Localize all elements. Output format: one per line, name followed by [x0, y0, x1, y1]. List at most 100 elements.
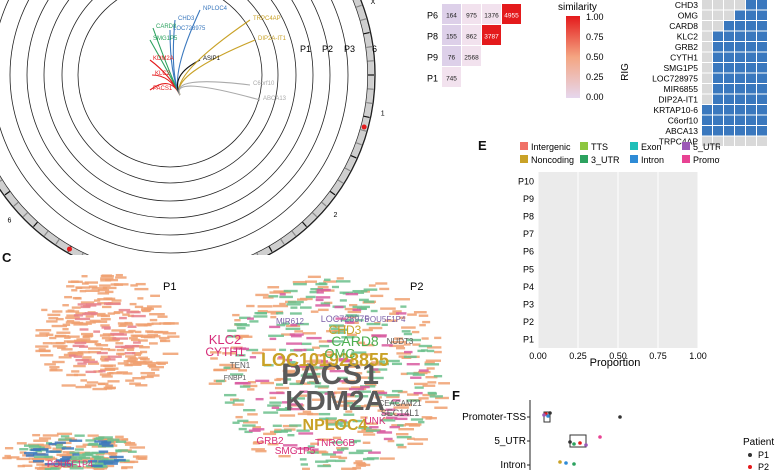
wordcloud-texture-word: [80, 305, 91, 309]
wordcloud-texture-word: [302, 410, 312, 413]
wordcloud-texture-word: [224, 401, 235, 404]
wordcloud-texture-word: [307, 365, 318, 369]
wordcloud-texture-word: [367, 370, 376, 374]
wordcloud-texture-word: [289, 397, 306, 400]
wordcloud-texture-word: [287, 434, 295, 437]
wordcloud-texture-word: [360, 353, 373, 356]
rig-cell: [713, 126, 723, 136]
wordcloud-texture-word: [51, 324, 68, 328]
wordcloud-texture-word: [278, 356, 285, 359]
rig-cell: [735, 63, 745, 73]
circos-ring: [0, 0, 376, 255]
wordcloud-texture-word: [247, 388, 255, 391]
wordcloud-texture-word: [98, 370, 106, 373]
wordcloud-texture-word: [320, 302, 330, 305]
wordcloud-texture-word: [143, 323, 152, 327]
wordcloud-texture-word: [358, 390, 372, 393]
wordcloud-texture-word: [48, 317, 59, 320]
wordcloud-texture-word: [119, 330, 134, 334]
wordcloud-texture-word: [71, 306, 81, 309]
wordcloud-texture-word: [226, 335, 236, 338]
wordcloud-texture-word: [109, 455, 124, 459]
wordcloud-texture-word: [355, 460, 363, 463]
wordcloud-texture-word: [315, 296, 331, 299]
wordcloud-texture-word: [345, 321, 355, 324]
chromosome-label: 2: [334, 212, 338, 219]
wordcloud-texture-word: [289, 333, 304, 336]
wordcloud-texture-word: [100, 274, 114, 278]
wordcloud-texture-word: [56, 331, 71, 334]
similarity-legend-tick: 0.25: [586, 72, 604, 82]
wordcloud-texture-word: [79, 289, 87, 293]
wordcloud-texture-word: [70, 461, 79, 464]
wordcloud-texture-word: [381, 323, 388, 327]
gene-label: ABCA13: [263, 96, 287, 102]
rig-cell: [713, 136, 723, 146]
wordcloud-texture-word: [85, 439, 96, 442]
wordcloud-texture-word: [88, 350, 102, 354]
wordcloud-texture-word: [283, 378, 292, 381]
wordcloud-texture-word: [222, 352, 238, 355]
wordcloud-texture-word: [281, 333, 296, 336]
wordcloud-texture-word: [429, 395, 443, 398]
wordcloud-texture-word: [379, 430, 386, 433]
wordcloud-texture-word: [279, 414, 296, 417]
wordcloud-texture-word: [45, 450, 61, 453]
wordcloud-texture-word: [383, 437, 393, 441]
wordcloud-texture-word: [100, 368, 116, 372]
rig-cell: [702, 10, 712, 20]
wordcloud-texture-word: [320, 360, 329, 363]
wordcloud-texture-word: [91, 464, 103, 468]
wordcloud-texture-word: [367, 376, 384, 380]
wordcloud-texture-word: [356, 341, 366, 345]
chromosome-band-tick: [360, 128, 367, 132]
y-tick-label: P7: [523, 229, 534, 239]
rig-cell: [746, 105, 756, 115]
legend-swatch: [630, 155, 638, 163]
heatmap-cell-value: 164: [446, 13, 457, 20]
wordcloud-texture-word: [331, 285, 340, 289]
wordcloud-texture-word: [255, 379, 270, 383]
wordcloud-texture-word: [274, 428, 282, 432]
wordcloud-texture-word: [75, 312, 86, 315]
wordcloud-texture-word: [116, 371, 128, 374]
wordcloud-texture-word: [97, 382, 106, 386]
wordcloud-texture-word: [124, 321, 133, 325]
wordcloud-texture-word: [396, 312, 407, 315]
wordcloud-texture-word: [268, 334, 284, 337]
wordcloud-texture-word: [115, 440, 127, 443]
wordcloud-texture-word: [269, 401, 282, 404]
wordcloud-texture-word: [24, 451, 38, 455]
legend-swatch: [520, 155, 528, 163]
rig-cell: [746, 115, 756, 125]
wordcloud-texture-word: [310, 442, 319, 445]
wordcloud-texture-word: [98, 436, 113, 439]
wordcloud-texture-word: [293, 282, 307, 286]
wordcloud-texture-word: [262, 296, 274, 299]
wordcloud-texture-word: [312, 346, 320, 349]
wordcloud-texture-word: [157, 315, 168, 318]
wordcloud-texture-word: [80, 301, 95, 304]
rig-cell: [746, 10, 756, 20]
category-label: Promoter-TSS: [462, 412, 526, 423]
circos-ring: [43, 0, 297, 202]
wordcloud-texture-word: [85, 289, 100, 292]
wordcloud-texture-word: [397, 424, 404, 427]
wordcloud-texture-word: [132, 455, 140, 458]
wordcloud-texture-word: [274, 378, 282, 382]
wordcloud-texture-word: [412, 373, 425, 376]
wordcloud-texture-word: [376, 431, 393, 434]
wordcloud-texture-word: [105, 384, 113, 388]
wordcloud-texture-word: [153, 335, 161, 338]
legend-label: P1: [758, 450, 769, 460]
rig-cell: [757, 136, 767, 146]
wordcloud-texture-word: [139, 357, 147, 361]
data-point: [598, 435, 602, 439]
category-label: Intron: [500, 460, 526, 470]
data-point: [548, 411, 552, 415]
wordcloud-texture-word: [427, 349, 435, 353]
wordcloud-texture-word: [352, 466, 362, 470]
rig-gene-label: MIR6855: [664, 84, 699, 94]
rig-cell: [735, 73, 745, 83]
wordcloud-texture-word: [88, 285, 98, 288]
